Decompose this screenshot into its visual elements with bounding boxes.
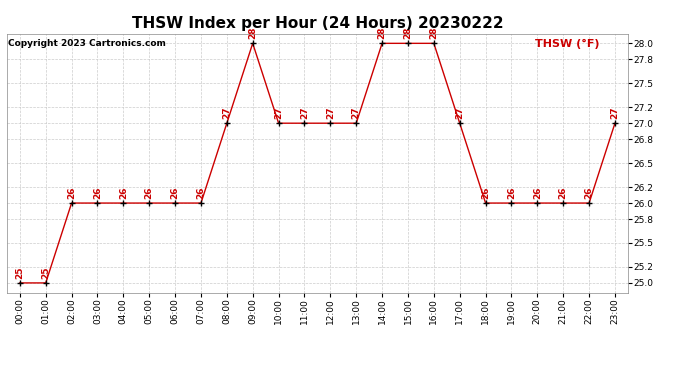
Text: 26: 26 — [559, 186, 568, 199]
Text: 26: 26 — [67, 186, 76, 199]
Text: 26: 26 — [507, 186, 516, 199]
Text: 28: 28 — [377, 27, 386, 39]
Text: 27: 27 — [611, 106, 620, 119]
Text: 27: 27 — [352, 106, 361, 119]
Text: 28: 28 — [404, 27, 413, 39]
Text: 26: 26 — [197, 186, 206, 199]
Text: 26: 26 — [93, 186, 102, 199]
Text: 26: 26 — [119, 186, 128, 199]
Text: 27: 27 — [300, 106, 309, 119]
Text: 25: 25 — [41, 266, 50, 279]
Text: THSW (°F): THSW (°F) — [535, 39, 599, 49]
Text: 28: 28 — [248, 27, 257, 39]
Text: 26: 26 — [170, 186, 179, 199]
Text: 27: 27 — [274, 106, 283, 119]
Text: 26: 26 — [145, 186, 154, 199]
Text: 25: 25 — [15, 266, 24, 279]
Text: 27: 27 — [455, 106, 464, 119]
Title: THSW Index per Hour (24 Hours) 20230222: THSW Index per Hour (24 Hours) 20230222 — [132, 16, 503, 31]
Text: 26: 26 — [584, 186, 593, 199]
Text: 26: 26 — [533, 186, 542, 199]
Text: 27: 27 — [326, 106, 335, 119]
Text: 27: 27 — [222, 106, 231, 119]
Text: 28: 28 — [429, 27, 438, 39]
Text: 26: 26 — [481, 186, 490, 199]
Text: Copyright 2023 Cartronics.com: Copyright 2023 Cartronics.com — [8, 39, 166, 48]
